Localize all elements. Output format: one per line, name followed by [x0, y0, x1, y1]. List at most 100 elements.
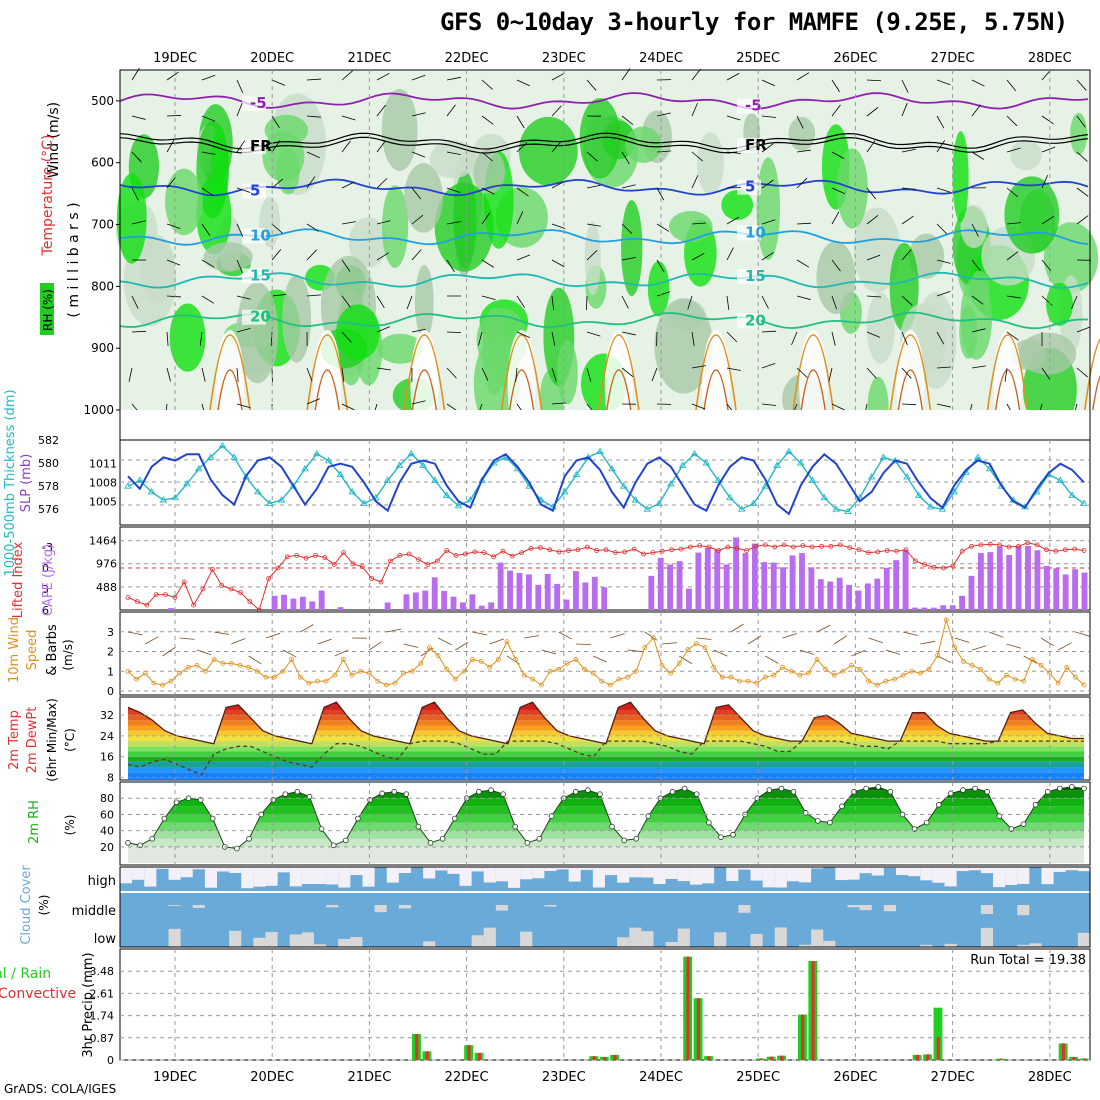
wind-barb [971, 104, 981, 117]
wind-barb [341, 221, 356, 225]
cape-bar [836, 577, 843, 610]
thickness-point [714, 476, 722, 483]
isotherm-label-bg [242, 96, 266, 112]
wind-barb [551, 223, 566, 230]
date-label-bottom: 22DEC [445, 1070, 489, 1085]
rh-point [294, 788, 301, 795]
lifted-index-point [866, 550, 871, 555]
cloud-gap-high [835, 867, 848, 881]
rh-blob [1004, 176, 1060, 254]
cloud-gap-high [532, 867, 545, 879]
wind-barb [691, 102, 698, 117]
cloud-gap-low [799, 944, 812, 947]
wind-barb [166, 71, 179, 81]
thickness-point [667, 479, 675, 487]
cloud-unit-label: (%) [37, 895, 51, 916]
wind-speed-point [263, 674, 269, 680]
precip-convective-bar [915, 1054, 919, 1060]
wind-barb [1041, 175, 1049, 189]
wind-barb [828, 367, 833, 382]
wind-barb [656, 259, 665, 273]
wind-barb [1006, 222, 1021, 225]
isotherm-label-bg [737, 137, 761, 153]
wind-barb [516, 331, 530, 339]
wind-speed-point [194, 662, 200, 668]
rh-point [839, 803, 845, 810]
thickness-point [773, 461, 781, 468]
cloud-gap-high [799, 867, 812, 883]
lifted-index-point [425, 562, 431, 567]
cloud-gap-high [920, 867, 933, 881]
rh-point [923, 819, 930, 826]
lifted-index-point [134, 599, 140, 604]
temp-fill-group [128, 702, 1084, 780]
wind-speed-point [702, 645, 708, 650]
wind-speed-point [943, 617, 949, 623]
wind-barb [376, 367, 391, 371]
precip-convective-bar [613, 1054, 617, 1060]
cloud-gap-high [386, 867, 399, 883]
wind-speed-point [728, 674, 734, 680]
wind-speed-point [280, 668, 286, 674]
wind-speed-point [427, 645, 432, 650]
wind-barb [201, 223, 211, 236]
wind-barb [131, 115, 146, 120]
lifted-index-point [434, 558, 440, 564]
rh-blob [960, 204, 988, 249]
li-tick-label: 3 [42, 583, 49, 596]
cloud-gap-middle [1017, 905, 1030, 916]
cloud-gap-high [653, 867, 666, 884]
cloud-gap-high [544, 867, 557, 872]
precip-tick-label: 2.61 [90, 987, 115, 1000]
wind-speed-point [1047, 670, 1052, 676]
rh-blob [1010, 139, 1042, 171]
wind-barb [516, 142, 528, 153]
cloud-gap-middle [374, 905, 387, 913]
wind-barb [726, 247, 734, 261]
wind-barb [341, 295, 351, 308]
rh2m-unit-label: (%) [63, 815, 77, 836]
wind-barb [679, 655, 693, 665]
wind-barb [376, 140, 386, 153]
wind-barb [1071, 295, 1078, 310]
rh-blob [348, 217, 388, 268]
cloud-gap-high [568, 867, 581, 882]
wind-barb [1041, 216, 1054, 225]
precip-legend-convective: Convective [0, 986, 76, 1002]
wind-barb [1006, 79, 1017, 92]
cloud-gap-high [1041, 867, 1054, 885]
cloud-gap-low [980, 927, 993, 947]
wind-barb [516, 187, 529, 197]
wind-barb [376, 326, 391, 333]
cloud-gap-high [859, 867, 872, 874]
wind-barb [306, 223, 320, 232]
cloud-gap-low [617, 937, 630, 947]
temp-band [128, 735, 1084, 742]
wind-barb [726, 72, 740, 81]
wind-speed-point [599, 678, 605, 684]
isotherm-label-bg [242, 139, 266, 155]
rh-blob [262, 131, 305, 182]
wind-speed-point [590, 670, 596, 676]
thickness-point [655, 499, 663, 506]
rh-point [572, 788, 579, 795]
cape-bar [1034, 550, 1041, 610]
lifted-index-point [1015, 543, 1021, 549]
cloud-gap-high [483, 867, 496, 883]
wind-barb [936, 79, 951, 86]
lifted-index-axis-label: Lifted Index [11, 541, 26, 618]
wind-barb [1076, 187, 1089, 197]
wind-barb [1006, 643, 1021, 649]
wind-barb [376, 252, 390, 261]
wind-speed-point [668, 670, 673, 676]
wind-barb [1041, 259, 1052, 271]
rh-point [524, 840, 531, 846]
rh-blob [434, 182, 494, 272]
isotherm-25 [889, 334, 932, 411]
wind-barb [831, 295, 838, 310]
lifted-index-point [163, 592, 168, 597]
rh-point [935, 801, 942, 808]
cape-bar [799, 553, 805, 610]
dewpoint-axis-label: 2m DewPt [25, 707, 40, 774]
isotherm-30 [994, 369, 1021, 411]
